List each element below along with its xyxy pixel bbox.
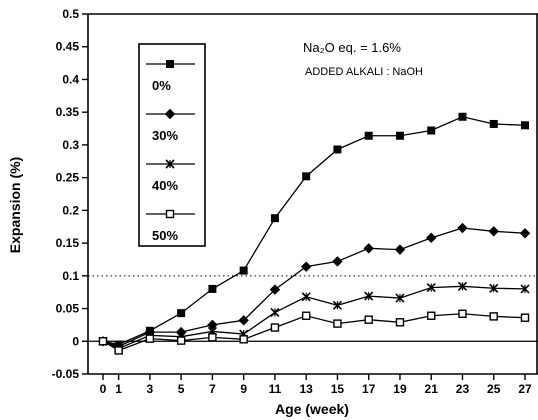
y-tick-label: 0 xyxy=(72,334,79,348)
x-tick-label: 27 xyxy=(518,382,532,396)
x-tick-label: 3 xyxy=(147,382,154,396)
data-point xyxy=(208,333,217,342)
x-tick-label: 7 xyxy=(209,382,216,396)
legend-label: 40% xyxy=(152,178,178,193)
data-point xyxy=(333,319,342,328)
x-tick-label: 11 xyxy=(269,382,282,396)
data-point xyxy=(363,243,374,254)
legend-label: 50% xyxy=(152,228,178,243)
x-tick-label: 23 xyxy=(456,382,470,396)
legend-label: 0% xyxy=(152,78,171,93)
x-tick-label: 25 xyxy=(487,382,501,396)
data-point xyxy=(302,172,311,181)
y-tick-label: 0.45 xyxy=(56,40,80,54)
legend-marker xyxy=(166,60,174,68)
x-tick-label: 5 xyxy=(178,382,185,396)
data-point xyxy=(458,309,467,318)
data-point xyxy=(269,284,281,295)
data-point xyxy=(520,313,530,322)
data-point xyxy=(270,323,280,332)
data-point xyxy=(270,214,279,223)
data-point xyxy=(521,121,529,130)
data-point xyxy=(426,283,436,293)
data-point xyxy=(239,266,248,275)
series-50pct xyxy=(98,309,530,355)
data-point xyxy=(301,311,311,320)
x-tick-label: 0 xyxy=(100,382,107,396)
x-tick-label: 19 xyxy=(393,382,407,396)
data-point xyxy=(426,232,437,244)
y-axis-label: Expansion (%) xyxy=(7,157,23,253)
legend-marker xyxy=(165,209,175,219)
legend-label: 30% xyxy=(152,128,178,143)
data-point xyxy=(520,284,530,294)
legend-item-40pct: 40% xyxy=(146,159,195,193)
x-axis-label: Age (week) xyxy=(275,401,349,417)
data-point xyxy=(239,335,248,344)
y-tick-label: 0.15 xyxy=(56,236,80,250)
legend-item-0pct: 0% xyxy=(146,60,195,93)
y-tick-label: 0.05 xyxy=(56,302,80,316)
x-tick-label: 21 xyxy=(425,382,439,396)
y-tick-label: -0.05 xyxy=(52,367,80,381)
data-point xyxy=(364,291,374,301)
data-point xyxy=(270,307,280,318)
data-point xyxy=(332,256,343,267)
legend-marker xyxy=(164,108,176,120)
data-point xyxy=(519,228,531,239)
x-tick-label: 13 xyxy=(300,382,314,396)
annotation-na2o: Na₂O eq. = 1.6% xyxy=(303,40,401,55)
data-point xyxy=(364,315,373,324)
y-tick-label: 0.35 xyxy=(56,105,80,119)
data-point xyxy=(238,315,249,326)
data-point xyxy=(332,300,343,310)
data-point xyxy=(364,131,373,140)
data-point xyxy=(395,131,404,140)
data-point xyxy=(176,336,186,345)
data-point xyxy=(177,309,186,318)
data-point xyxy=(395,293,405,303)
y-tick-label: 0.2 xyxy=(62,203,79,217)
data-point xyxy=(488,226,499,237)
data-point xyxy=(208,284,217,293)
x-tick-label: 1 xyxy=(115,382,122,396)
data-point xyxy=(457,222,468,234)
y-tick-label: 0.4 xyxy=(62,72,79,86)
x-tick-label: 15 xyxy=(331,382,345,396)
data-point xyxy=(394,244,406,255)
data-point xyxy=(427,311,436,320)
y-tick-label: 0.3 xyxy=(62,138,79,152)
data-point xyxy=(489,312,498,321)
legend-item-50pct: 50% xyxy=(146,209,195,243)
y-tick-label: 0.5 xyxy=(62,7,79,21)
data-point xyxy=(427,126,436,135)
data-point xyxy=(114,346,123,355)
data-point xyxy=(300,261,312,272)
data-point xyxy=(489,119,498,128)
x-tick-label: 17 xyxy=(362,382,376,396)
legend-marker xyxy=(165,159,175,169)
data-point xyxy=(301,292,311,302)
data-point xyxy=(395,318,405,327)
data-point xyxy=(457,281,468,291)
data-point xyxy=(98,337,108,346)
annotation-added-alkali: ADDED ALKALI : NaOH xyxy=(305,66,423,78)
data-point xyxy=(333,145,342,154)
series-40pct xyxy=(98,281,530,354)
data-point xyxy=(145,334,155,343)
x-tick-label: 9 xyxy=(240,382,247,396)
y-tick-label: 0.25 xyxy=(56,171,80,185)
data-point xyxy=(458,112,467,121)
legend: 0% 30% 40% 50% xyxy=(138,43,206,247)
legend-item-30pct: 30% xyxy=(146,108,195,143)
y-tick-label: 0.1 xyxy=(62,269,79,283)
data-point xyxy=(489,283,499,293)
